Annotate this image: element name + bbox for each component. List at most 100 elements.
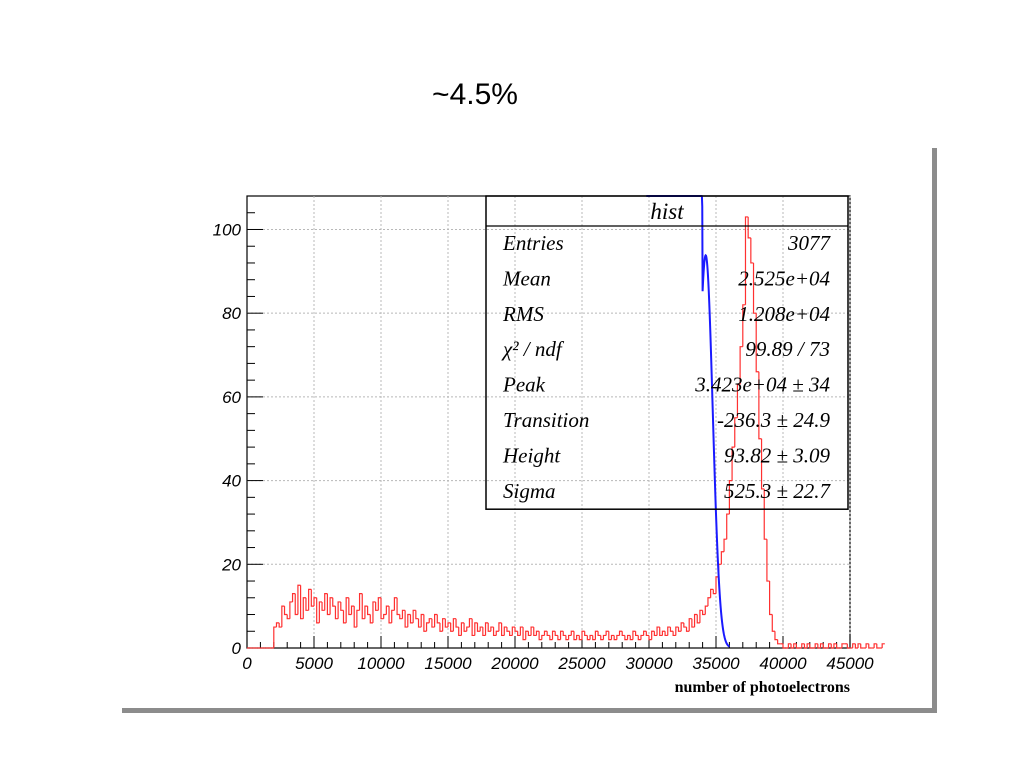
histogram-bin-134 xyxy=(605,630,609,636)
histogram-bin-97 xyxy=(506,627,510,632)
histogram-bin-111 xyxy=(543,630,548,636)
y-tick-label-3: 60 xyxy=(222,388,241,407)
histogram-bin-163 xyxy=(683,622,687,628)
histogram-bin-126 xyxy=(584,631,588,637)
histogram-bin-113 xyxy=(549,635,553,641)
histogram-bin-100 xyxy=(514,627,518,632)
histogram-bin-146 xyxy=(637,635,641,641)
histogram-bin-89 xyxy=(484,622,489,636)
histogram-bin-34 xyxy=(337,601,341,619)
x-tick-label-1: 5000 xyxy=(295,654,333,673)
x-tick-label-4: 20000 xyxy=(490,654,539,673)
histogram-bin-155 xyxy=(661,630,666,636)
histogram-bin-73 xyxy=(442,618,446,632)
histogram-bin-90 xyxy=(487,622,491,632)
slide-title: ~4.5% xyxy=(432,78,518,111)
stats-value-2: 1.208e+04 xyxy=(738,302,830,326)
histogram-bin-63 xyxy=(415,610,419,620)
histogram-bin-25 xyxy=(313,597,317,607)
y-tick-label-4: 80 xyxy=(222,304,241,323)
histogram-bin-109 xyxy=(538,631,542,641)
histogram-bin-18 xyxy=(294,593,298,616)
x-tick-label-6: 30000 xyxy=(625,654,673,673)
histogram-bin-19 xyxy=(297,584,301,615)
histogram-bin-123 xyxy=(576,634,580,640)
stats-label-5: Transition xyxy=(503,408,589,432)
histogram-bin-215 xyxy=(822,643,826,649)
histogram-bin-124 xyxy=(578,635,582,641)
histogram-bin-29 xyxy=(324,592,328,611)
histogram-bin-14 xyxy=(283,606,288,616)
histogram-bin-193 xyxy=(763,488,767,540)
histogram-bin-60 xyxy=(407,613,411,628)
stats-label-6: Height xyxy=(502,443,561,467)
stats-box-title: hist xyxy=(650,199,684,224)
histogram-bin-170 xyxy=(702,610,706,616)
histogram-bin-171 xyxy=(704,605,708,615)
histogram-bin-24 xyxy=(310,589,314,607)
histogram-bin-130 xyxy=(594,630,599,640)
histogram-bin-65 xyxy=(420,613,424,628)
histogram-bin-210 xyxy=(809,643,813,649)
histogram-bin-110 xyxy=(541,634,545,640)
histogram-bin-22 xyxy=(305,597,309,611)
histogram-bin-217 xyxy=(827,643,832,648)
histogram-bin-150 xyxy=(648,635,652,641)
histogram-bin-31 xyxy=(329,597,333,615)
histogram-bin-200 xyxy=(782,643,786,649)
histogram-bin-159 xyxy=(672,631,676,637)
histogram-bin-214 xyxy=(819,643,824,648)
x-tick-label-8: 40000 xyxy=(759,654,807,673)
histogram-bin-213 xyxy=(817,643,821,649)
histogram-bin-135 xyxy=(608,631,612,641)
histogram-bin-207 xyxy=(801,643,805,648)
histogram-bin-71 xyxy=(436,614,440,624)
stats-value-3: 99.89 / 73 xyxy=(745,337,830,361)
x-tick-label-7: 35000 xyxy=(692,654,740,673)
histogram-bin-12 xyxy=(278,622,282,628)
histogram-bin-184 xyxy=(739,346,743,385)
histogram-bin-102 xyxy=(519,626,524,636)
stats-box: hist Entries 3077 Mean 2.525e+04 RMS 1.208e+04… xyxy=(485,195,849,510)
stats-label-3: χ² / ndf xyxy=(501,337,565,361)
histogram-bin-80 xyxy=(460,622,465,636)
histogram-bin-59 xyxy=(404,610,408,628)
histogram-bin-204 xyxy=(793,643,797,648)
histogram-bin-191 xyxy=(758,371,762,440)
histogram-bin-156 xyxy=(664,631,668,637)
histogram-bin-185 xyxy=(742,304,746,347)
stats-value-4: 3.423e+04 ± 34 xyxy=(694,373,830,397)
histogram-bin-162 xyxy=(680,622,684,632)
histogram-bin-137 xyxy=(613,635,617,641)
histogram-bin-101 xyxy=(517,631,521,637)
histogram-bin-205 xyxy=(795,643,800,649)
histogram-bin-220 xyxy=(836,643,840,649)
histogram-bin-42 xyxy=(358,592,363,611)
histogram-bin-192 xyxy=(760,438,765,490)
histogram-bin-189 xyxy=(752,262,757,314)
histogram-bin-129 xyxy=(592,635,596,641)
histogram-bin-121 xyxy=(570,630,574,636)
histogram-bin-224 xyxy=(846,643,850,649)
histogram-bin-67 xyxy=(425,622,430,632)
histogram-bin-182 xyxy=(734,417,738,448)
histogram-bin-23 xyxy=(308,588,312,611)
histogram-bin-61 xyxy=(409,614,414,624)
x-tick-label-3: 15000 xyxy=(424,654,472,673)
histogram-bin-77 xyxy=(452,618,457,632)
histogram-bin-76 xyxy=(450,622,454,632)
histogram-bin-183 xyxy=(736,383,741,418)
y-tick-label-1: 20 xyxy=(221,555,241,574)
histogram-bin-50 xyxy=(380,597,384,620)
histogram-bin-82 xyxy=(466,626,470,632)
histogram-bin-209 xyxy=(806,643,810,648)
histogram-bin-87 xyxy=(479,626,483,632)
histogram-bin-57 xyxy=(399,614,403,620)
histogram-bin-172 xyxy=(707,597,711,607)
histogram-bin-48 xyxy=(375,601,379,611)
histogram-bin-122 xyxy=(573,631,577,641)
histogram-bin-174 xyxy=(712,589,716,595)
histogram-bin-168 xyxy=(696,614,700,624)
histogram-bin-120 xyxy=(568,634,572,640)
histogram-bin-32 xyxy=(332,597,336,607)
